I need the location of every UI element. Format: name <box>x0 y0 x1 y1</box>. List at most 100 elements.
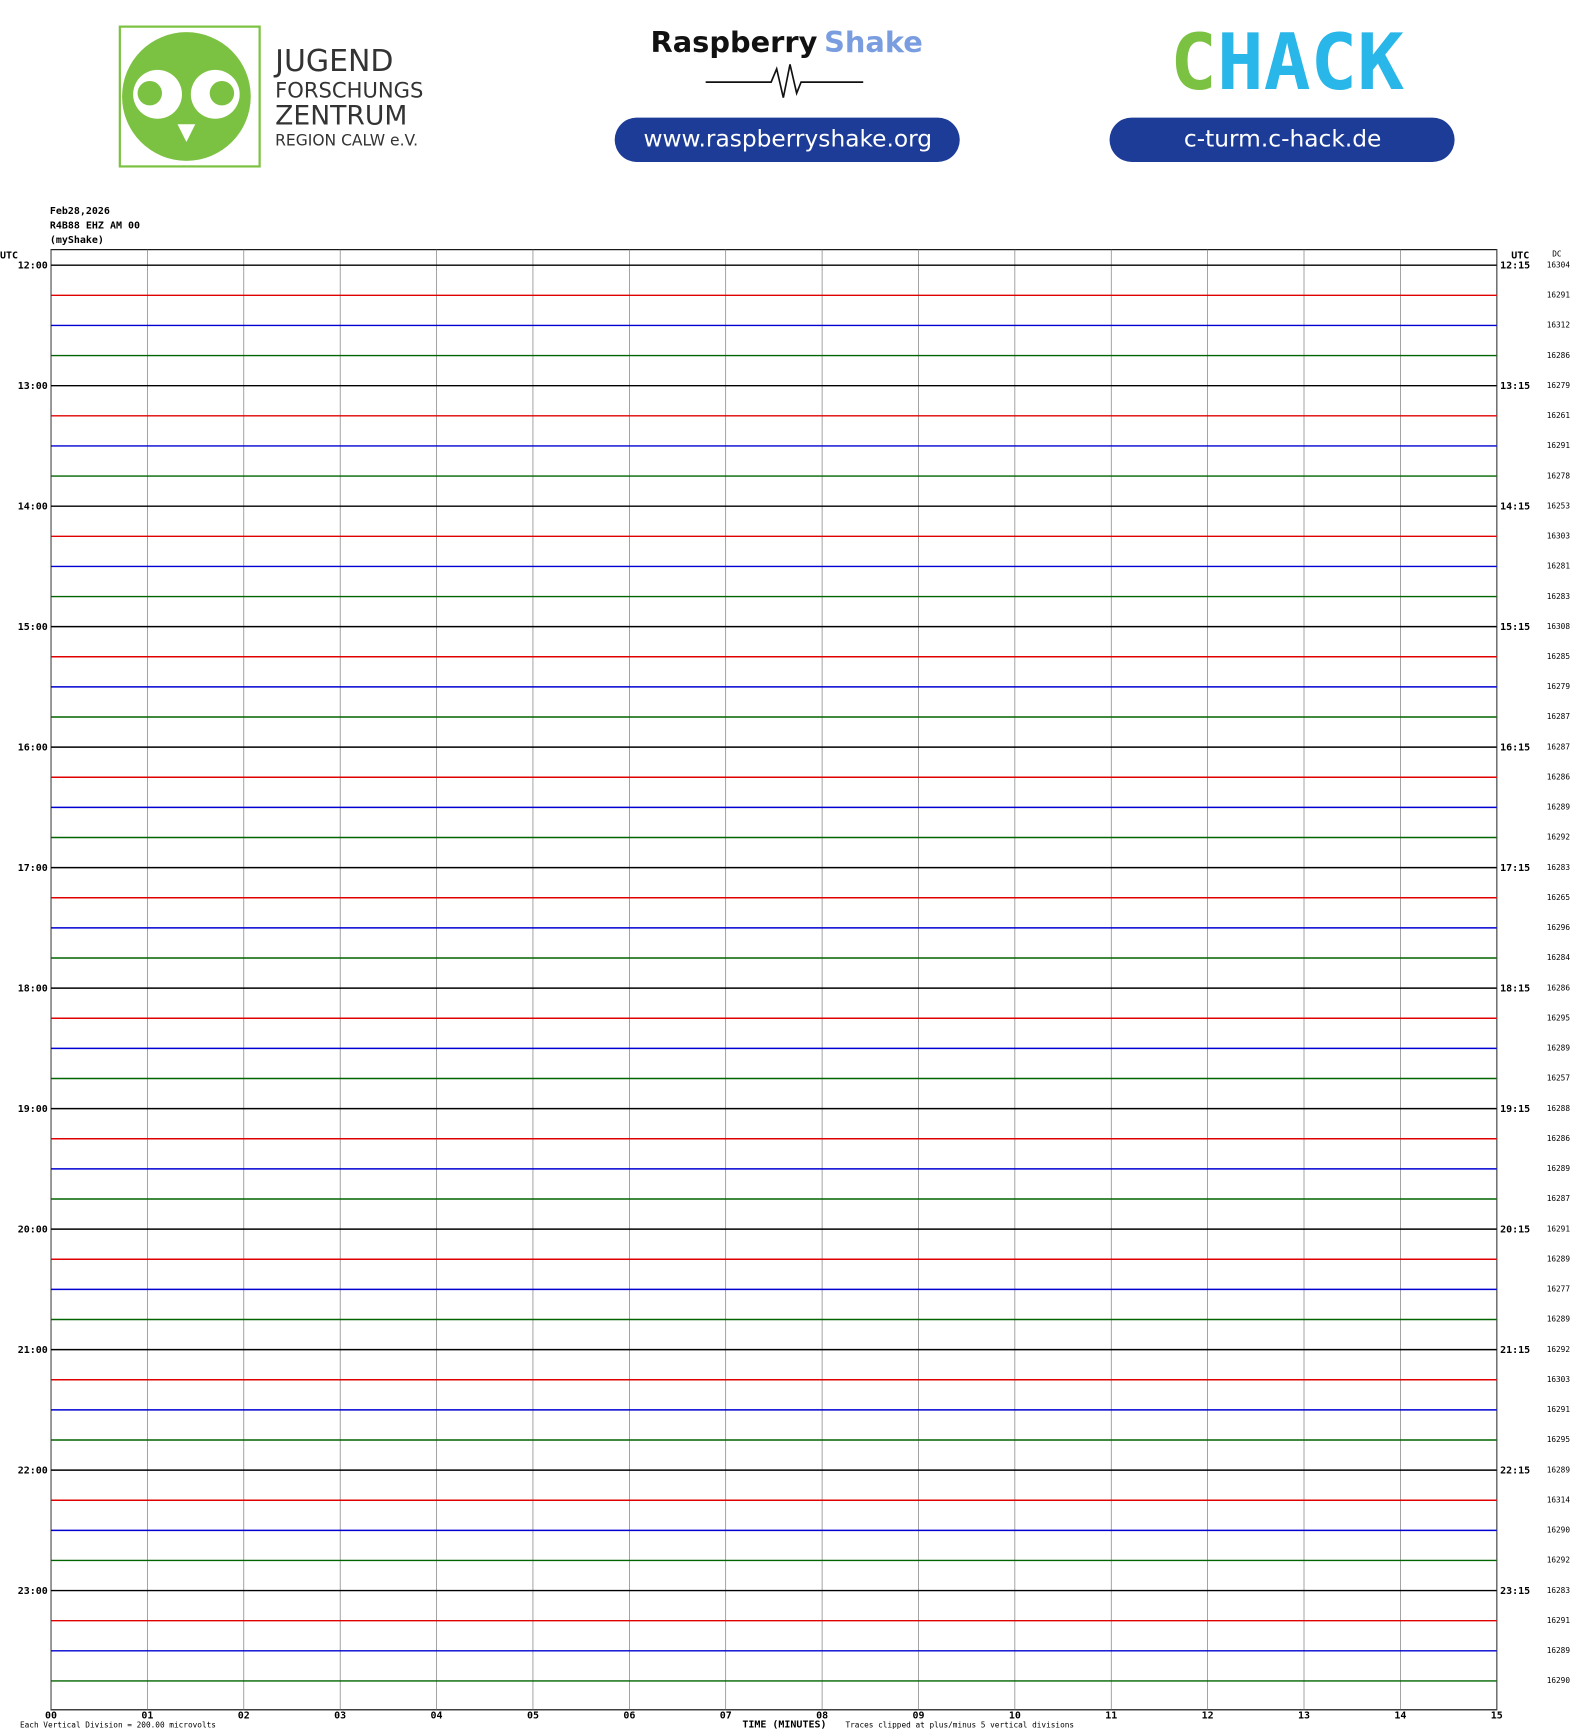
x-tick-label: 12 <box>1202 1711 1214 1722</box>
dc-value: 16257 <box>1547 1074 1570 1083</box>
owl-body <box>122 32 251 161</box>
jfz-text: REGION CALW e.V. <box>275 131 418 149</box>
hour-label: 18:00 <box>18 983 48 994</box>
jfz-text: JUGEND <box>273 44 393 79</box>
dc-value: 16286 <box>1547 983 1570 992</box>
x-tick-label: 00 <box>45 1711 57 1722</box>
dc-value: 16286 <box>1547 1134 1570 1143</box>
right-label: 17:15 <box>1500 863 1530 874</box>
dc-value: 16261 <box>1547 411 1570 420</box>
dc-value: 16290 <box>1547 1526 1570 1535</box>
dc-value: 16291 <box>1547 1616 1570 1625</box>
dc-value: 16287 <box>1547 1194 1570 1203</box>
dc-value: 16303 <box>1547 532 1570 541</box>
hour-label: 12:00 <box>18 261 48 272</box>
hour-label: 14:00 <box>18 501 48 512</box>
rs-logo: Raspberry Shake <box>651 25 923 59</box>
dc-value: 16289 <box>1547 1465 1570 1474</box>
dc-value: 16286 <box>1547 772 1570 781</box>
dc-value: 16289 <box>1547 1044 1570 1053</box>
dc-value: 16291 <box>1547 441 1570 450</box>
x-tick-label: 11 <box>1105 1711 1117 1722</box>
dc-value: 16292 <box>1547 833 1570 842</box>
dc-value: 16279 <box>1547 682 1570 691</box>
jfz-text: FORSCHUNGS <box>275 78 423 103</box>
hour-label: 23:00 <box>18 1586 48 1597</box>
rs-url: www.raspberryshake.org <box>643 125 932 152</box>
x-tick-label: 15 <box>1491 1711 1503 1722</box>
hour-label: 21:00 <box>18 1345 48 1356</box>
dc-value: 16285 <box>1547 652 1570 661</box>
axis-title: UTC <box>1511 251 1529 262</box>
dc-value: 16303 <box>1547 1375 1570 1384</box>
right-label: 13:15 <box>1500 381 1530 392</box>
dc-value: 16265 <box>1547 893 1570 902</box>
info: R4B88 EHZ AM 00 <box>50 221 140 232</box>
owl-pupil <box>137 81 162 106</box>
chack-c: C <box>1170 18 1217 108</box>
dc-value: 16283 <box>1547 592 1570 601</box>
owl-beak <box>177 124 196 143</box>
right-label: 22:15 <box>1500 1465 1530 1476</box>
axis-title: UTC <box>0 251 18 262</box>
right-label: 20:15 <box>1500 1224 1530 1235</box>
dc-value: 16279 <box>1547 381 1570 390</box>
info: (myShake) <box>50 235 104 246</box>
dc-value: 16304 <box>1547 260 1570 269</box>
dc-value: 16253 <box>1547 501 1570 510</box>
hour-label: 16:00 <box>18 742 48 753</box>
right-label: 19:15 <box>1500 1104 1530 1115</box>
x-tick-label: 09 <box>912 1711 924 1722</box>
rs-url-box <box>614 117 960 162</box>
hour-label: 19:00 <box>18 1104 48 1115</box>
dc-value: 16296 <box>1547 923 1570 932</box>
dc-value: 16289 <box>1547 1254 1570 1263</box>
dc-value: 16283 <box>1547 1586 1570 1595</box>
owl-pupil <box>209 81 235 106</box>
dc-value: 16289 <box>1547 1315 1570 1324</box>
chack-logo: CHACK <box>1170 18 1404 108</box>
hour-label: 15:00 <box>18 622 48 633</box>
x-tick-label: 10 <box>1009 1711 1021 1722</box>
dc-value: 16283 <box>1547 863 1570 872</box>
dc-value: 16292 <box>1547 1345 1570 1354</box>
dc-value: 16278 <box>1547 471 1570 480</box>
dc-value: 16287 <box>1547 712 1570 721</box>
info: Feb28,2026 <box>50 206 110 217</box>
x-tick-label: 08 <box>816 1711 828 1722</box>
dc-value: 16295 <box>1547 1013 1570 1022</box>
dc-value: 16291 <box>1547 291 1570 300</box>
right-label: 16:15 <box>1500 742 1530 753</box>
x-tick-label: 02 <box>238 1711 250 1722</box>
right-label: 12:15 <box>1500 261 1530 272</box>
plot-frame <box>50 249 1498 1711</box>
rs-name: Raspberry <box>651 25 818 59</box>
dc-value: 16281 <box>1547 562 1570 571</box>
dc-value: 16295 <box>1547 1435 1570 1444</box>
rs-shake: Shake <box>824 25 923 59</box>
dc-value: 16314 <box>1547 1495 1570 1504</box>
chack-url: c-turm.c-hack.de <box>1184 125 1381 152</box>
x-tick-label: 04 <box>431 1711 443 1722</box>
footer-right: Traces clipped at plus/minus 5 vertical … <box>845 1721 1074 1730</box>
dc-value: 16290 <box>1547 1676 1570 1685</box>
x-tick-label: 01 <box>141 1711 153 1722</box>
hour-label: 17:00 <box>18 863 48 874</box>
hour-label: 13:00 <box>18 381 48 392</box>
dc-value: 16284 <box>1547 953 1570 962</box>
logo-frame <box>118 25 261 168</box>
dc-value: 16289 <box>1547 1164 1570 1173</box>
x-tick-label: 05 <box>527 1711 539 1722</box>
chack-url-box <box>1109 117 1455 162</box>
rs-wave <box>705 64 864 98</box>
footer-left: Each Vertical Division = 200.00 microvol… <box>20 1721 216 1730</box>
dc-value: 16292 <box>1547 1556 1570 1565</box>
hour-label: 20:00 <box>18 1224 48 1235</box>
dc-value: 16291 <box>1547 1405 1570 1414</box>
x-tick-label: 03 <box>334 1711 346 1722</box>
chack-rest: HACK <box>1217 18 1404 108</box>
dc-value: 16288 <box>1547 1104 1570 1113</box>
dc-value: 16289 <box>1547 803 1570 812</box>
x-tick-label: 13 <box>1298 1711 1310 1722</box>
